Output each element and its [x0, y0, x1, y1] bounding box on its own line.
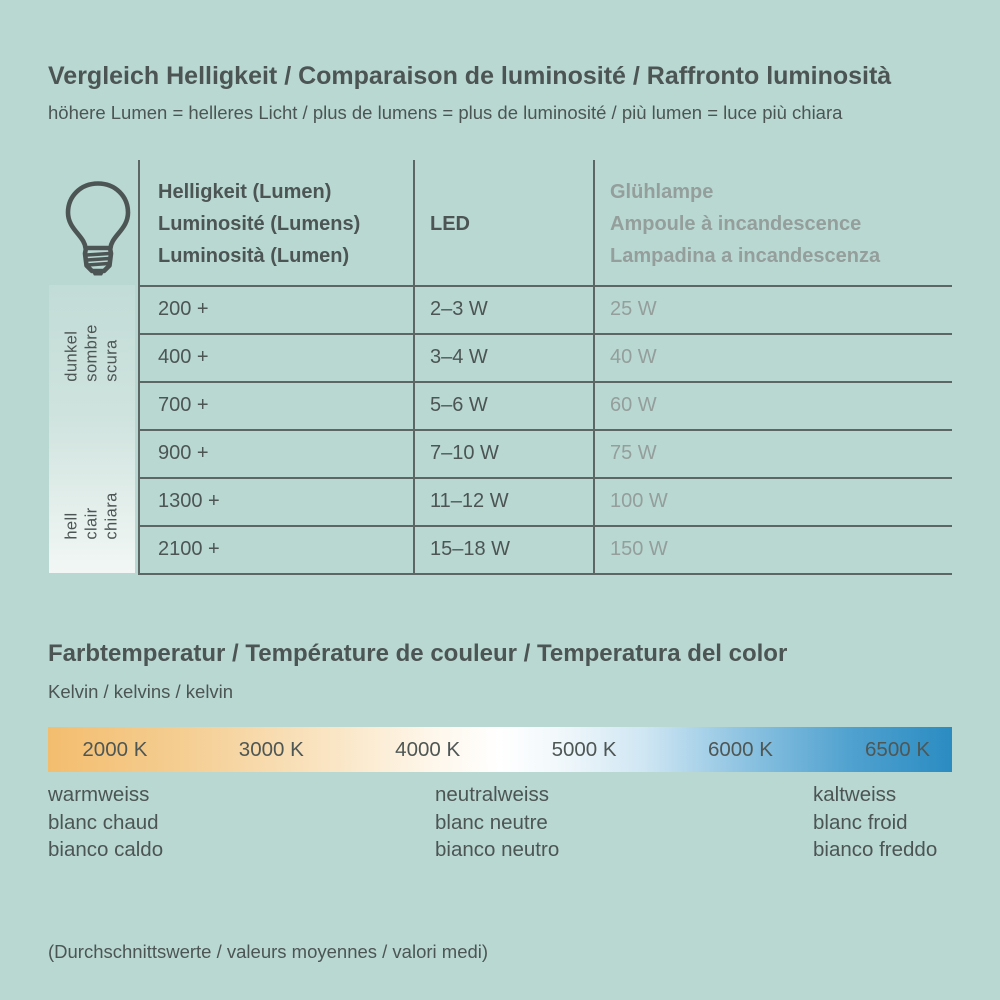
scale-bright-line: clair — [83, 506, 101, 540]
led-watt-value: 7–10 W — [430, 442, 499, 464]
table-horizontal-line — [138, 477, 952, 479]
kelvin-tick-label: 3000 K — [238, 738, 304, 761]
table-row: 700 + 5–6 W 60 W — [138, 381, 952, 429]
description-warm-de: warmweiss — [48, 783, 150, 806]
scale-bright-line: hell — [63, 511, 81, 540]
led-watt-value: 11–12 W — [430, 490, 509, 512]
dark-to-bright-gradient-strip — [49, 285, 135, 573]
description-neutral-fr: blanc neutre — [435, 810, 548, 834]
table-row: 1300 + 11–12 W 100 W — [138, 477, 952, 525]
scale-label-bright: hell clair chiara — [49, 458, 135, 573]
incandescent-watt-value: 25 W — [610, 298, 657, 320]
table-row: 400 + 3–4 W 40 W — [138, 333, 952, 381]
lumen-value: 900 + — [158, 442, 209, 464]
incandescent-watt-value: 150 W — [610, 538, 668, 560]
column-header-lumen-de: Helligkeit (Lumen) — [158, 181, 332, 203]
table-horizontal-line — [138, 573, 952, 575]
column-header-incandescent-it: Lampadina a incandescenza — [610, 245, 881, 267]
incandescent-watt-value: 100 W — [610, 490, 668, 512]
description-cold-fr: blanc froid — [813, 810, 908, 834]
scale-bright-line: chiara — [103, 491, 121, 540]
light-bulb-icon — [65, 181, 131, 276]
column-header-incandescent: Glühlampe Ampoule à incandescence Lampad… — [610, 176, 880, 272]
table-horizontal-line — [138, 333, 952, 335]
description-neutral-it: bianco neutro — [435, 838, 560, 861]
kelvin-tick-label: 6500 K — [865, 738, 930, 761]
table-row: 900 + 7–10 W 75 W — [138, 429, 952, 477]
description-cold-white: kaltweiss blanc froid bianco freddo — [813, 781, 937, 864]
temperature-title: Farbtemperatur / Température de couleur … — [48, 640, 788, 667]
lumen-value: 700 + — [158, 394, 209, 416]
led-watt-value: 2–3 W — [430, 298, 488, 320]
kelvin-tick-label: 4000 K — [395, 738, 461, 761]
scale-dark-line: dunkel — [62, 330, 81, 382]
temperature-subtitle: Kelvin / kelvins / kelvin — [48, 681, 234, 702]
led-watt-value: 5–6 W — [430, 394, 488, 416]
scale-label-dark: dunkel sombre scura — [49, 285, 135, 420]
description-cold-de: kaltweiss — [813, 783, 897, 806]
table-vertical-line — [138, 160, 140, 575]
column-header-lumen-it: Luminosità (Lumen) — [158, 245, 350, 267]
table-row: 200 + 2–3 W 25 W — [138, 285, 952, 333]
column-header-lumen-fr: Luminosité (Lumens) — [158, 213, 361, 235]
lumen-value: 2100 + — [158, 538, 220, 560]
column-header-led: LED — [430, 213, 470, 235]
table-vertical-line — [593, 160, 595, 575]
lumen-value: 200 + — [158, 298, 209, 320]
color-temperature-gradient-bar: 2000 K 3000 K 4000 K 5000 K 6000 K 6500 … — [48, 727, 952, 772]
table-horizontal-line — [138, 381, 952, 383]
table-horizontal-line — [138, 525, 952, 527]
description-neutral-de: neutralweiss — [435, 783, 549, 806]
average-values-note: (Durchschnittswerte / valeurs moyennes /… — [48, 941, 489, 962]
led-watt-value: 15–18 W — [430, 538, 511, 560]
led-watt-value: 3–4 W — [430, 346, 488, 368]
table-horizontal-line — [138, 429, 952, 431]
incandescent-watt-value: 40 W — [610, 346, 657, 368]
kelvin-tick-label: 5000 K — [551, 738, 617, 761]
brightness-title: Vergleich Helligkeit / Comparaison de lu… — [48, 62, 892, 90]
scale-dark-line: scura — [102, 338, 121, 382]
description-cold-it: bianco freddo — [813, 838, 938, 861]
column-header-incandescent-fr: Ampoule à incandescence — [610, 213, 862, 235]
description-warm-white: warmweiss blanc chaud bianco caldo — [48, 781, 163, 864]
description-warm-it: bianco caldo — [48, 838, 164, 861]
incandescent-watt-value: 60 W — [610, 394, 657, 416]
kelvin-tick-label: 6000 K — [707, 738, 773, 761]
scale-dark-line: sombre — [82, 323, 101, 382]
table-vertical-line — [413, 160, 415, 575]
lumen-value: 1300 + — [158, 490, 220, 512]
description-warm-fr: blanc chaud — [48, 810, 159, 834]
brightness-subtitle: höhere Lumen = helleres Licht / plus de … — [48, 102, 843, 123]
incandescent-watt-value: 75 W — [610, 442, 657, 464]
description-neutral-white: neutralweiss blanc neutre bianco neutro — [435, 781, 559, 864]
column-header-incandescent-de: Glühlampe — [610, 181, 714, 203]
kelvin-tick-label: 2000 K — [82, 738, 148, 761]
table-row: 2100 + 15–18 W 150 W — [138, 525, 952, 573]
column-header-lumen: Helligkeit (Lumen) Luminosité (Lumens) L… — [158, 176, 360, 272]
lumen-value: 400 + — [158, 346, 209, 368]
table-horizontal-line — [138, 285, 952, 287]
